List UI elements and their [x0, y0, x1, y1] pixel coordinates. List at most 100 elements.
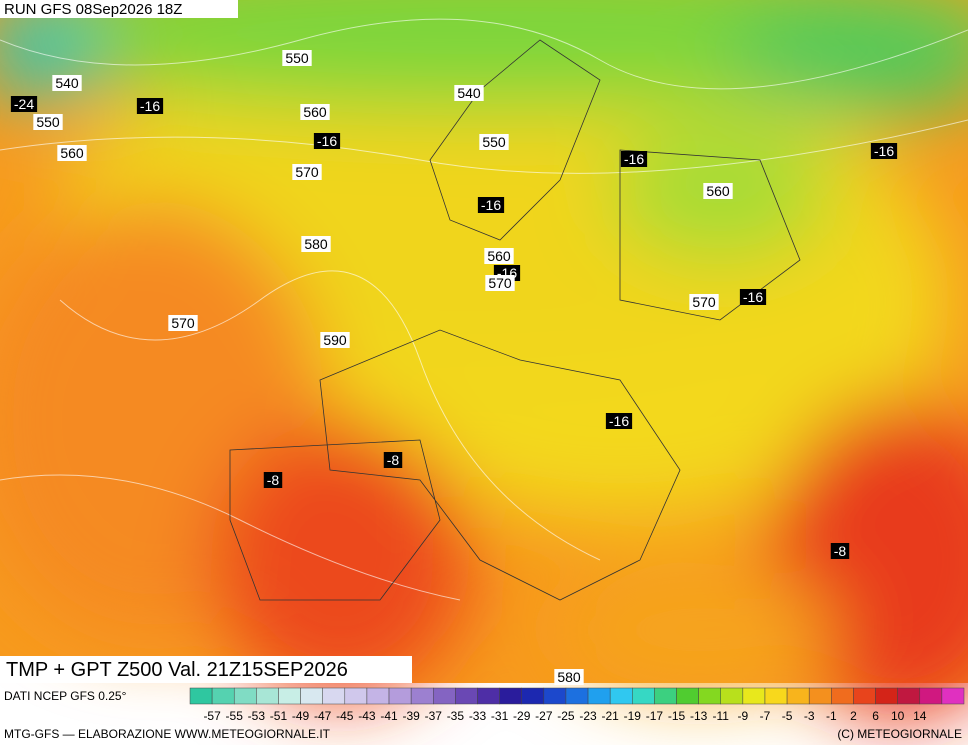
scale-cell: [654, 687, 677, 705]
scale-label: -21: [601, 709, 619, 723]
label-box: [454, 85, 484, 101]
label-box: [477, 197, 505, 213]
label-box: [689, 294, 719, 310]
contour-label: 550: [285, 50, 309, 66]
contour-label: -16: [481, 197, 501, 213]
label-box: [830, 543, 850, 559]
scale-cell: [720, 687, 744, 705]
map-field: [0, 0, 968, 720]
scale-cell: [764, 687, 788, 705]
label-box: [263, 472, 283, 488]
label-box: [739, 289, 767, 305]
contour-label: -16: [140, 98, 160, 114]
scale-label: -41: [380, 709, 398, 723]
label-box: [300, 104, 330, 120]
map-title: TMP + GPT Z500 Val. 21Z15SEP2026: [6, 659, 348, 681]
scale-cell: [919, 687, 943, 705]
label-box: [168, 315, 198, 331]
source: DATI NCEP GFS 0.25°: [4, 689, 127, 703]
contour-label: -16: [609, 413, 629, 429]
contour-label: 580: [304, 236, 328, 252]
scale-cell: [256, 687, 279, 705]
scale-cell: [897, 687, 921, 705]
scale-label: -47: [314, 709, 332, 723]
contour-label: 570: [488, 275, 512, 291]
label-box: [301, 236, 331, 252]
label-box: [52, 75, 82, 91]
scale-cell: [322, 687, 346, 705]
credit: MTG-GFS — ELABORAZIONE WWW.METEOGIORNALE…: [4, 727, 331, 741]
label-box: [703, 183, 733, 199]
scale-label: -7: [760, 709, 771, 723]
scale-cell: [742, 687, 766, 705]
scale-label: -45: [336, 709, 354, 723]
scale-label: -55: [226, 709, 244, 723]
copyright: (C) METEOGIORNALE: [837, 727, 962, 741]
contour-label: -16: [317, 133, 337, 149]
scale-label: 2: [850, 709, 857, 723]
contour-label: 540: [457, 85, 481, 101]
scale-cell: [676, 687, 699, 705]
contour-label: 550: [482, 134, 506, 150]
scale-cell: [587, 687, 611, 705]
scale-label: 6: [872, 709, 879, 723]
label-box: [33, 114, 63, 130]
scale-cell: [233, 687, 257, 705]
title-box: [0, 656, 412, 683]
scale-label: -29: [513, 709, 531, 723]
color-scale: -57 -55 -53 -51 -49 -47 -45 -43 -41 -39 -37 -35 -33-…: [189, 687, 965, 723]
label-box: [484, 248, 514, 264]
label-box: [605, 413, 633, 429]
contour-label: 540: [55, 75, 79, 91]
contour-label: -8: [267, 472, 280, 488]
scale-label: 10: [891, 709, 905, 723]
label-box: [554, 669, 584, 685]
label-box: [620, 151, 648, 167]
scale-cell: [499, 687, 522, 705]
contour-label: 550: [36, 114, 60, 130]
contour-label: 560: [706, 183, 730, 199]
scale-label: -35: [447, 709, 465, 723]
contour-label: -24: [14, 96, 34, 112]
scale-cell: [189, 687, 213, 705]
scale-cell: [278, 687, 301, 705]
scale-cell: [366, 687, 390, 705]
scale-cell: [477, 687, 500, 705]
contour-label: 580: [557, 669, 581, 685]
contour-label: 570: [295, 164, 319, 180]
contour-label: 570: [171, 315, 195, 331]
run-label: RUN GFS 08Sep2026 18Z: [4, 1, 182, 18]
scale-cell: [853, 687, 876, 705]
scale-label: -57: [203, 709, 221, 723]
scale-label: -37: [425, 709, 443, 723]
scale-cell: [300, 687, 323, 705]
label-box: [136, 98, 164, 114]
contour-label: -16: [874, 143, 894, 159]
scale-cell: [211, 687, 235, 705]
scale-cell: [543, 687, 567, 705]
scale-label: -43: [358, 709, 376, 723]
scale-label: -31: [491, 709, 509, 723]
label-box: [320, 332, 350, 348]
scale-cell: [388, 687, 412, 705]
scale-cell: [609, 687, 633, 705]
scale-cell: [632, 687, 655, 705]
label-box: [485, 275, 515, 291]
scale-label: -23: [579, 709, 597, 723]
scale-label: -39: [402, 709, 420, 723]
contour-label: -16: [743, 289, 763, 305]
scale-cell: [433, 687, 456, 705]
scale-cell: [875, 687, 898, 705]
scale-label: -1: [826, 709, 837, 723]
contour-label: 560: [60, 145, 84, 161]
scale-cell: [455, 687, 478, 705]
scale-cell: [521, 687, 545, 705]
contour-label: 570: [692, 294, 716, 310]
scale-label: -51: [270, 709, 288, 723]
scale-label: -5: [782, 709, 793, 723]
scale-label: -19: [624, 709, 642, 723]
scale-label: -17: [646, 709, 664, 723]
scale-cell: [565, 687, 589, 705]
scale-label: -9: [738, 709, 749, 723]
scale-label: -53: [248, 709, 266, 723]
